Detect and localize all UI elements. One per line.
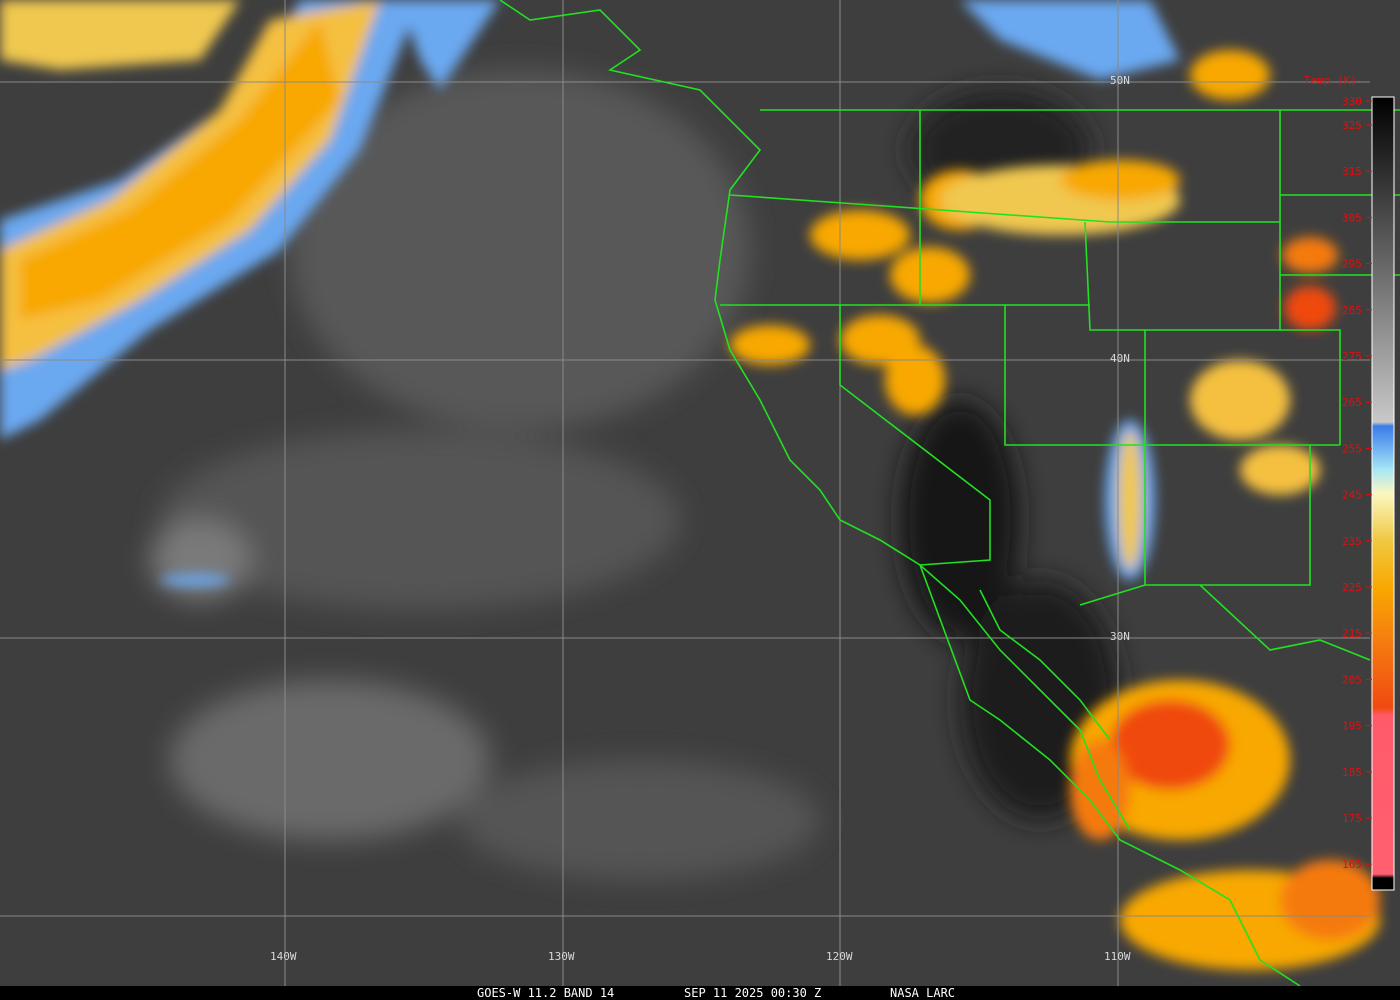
legend-tick-label: 185 <box>1342 766 1362 779</box>
legend-tick-label: 285 <box>1342 304 1362 317</box>
longitude-label: 110W <box>1104 950 1131 963</box>
legend-tick-label: 205 <box>1342 673 1362 686</box>
legend-tick-label: 275 <box>1342 350 1362 363</box>
legend-title: Temp (K) <box>1304 74 1357 87</box>
gray-clouds <box>150 70 1120 880</box>
footer-credit: NASA LARC <box>890 986 955 1000</box>
longitude-label: 140W <box>270 950 297 963</box>
geo-labels: 50N 40N 30N 140W 130W 120W 110W <box>270 74 1131 963</box>
colorbar <box>1371 96 1395 891</box>
cold-clouds <box>0 0 1380 970</box>
legend-tick-label: 175 <box>1342 812 1362 825</box>
legend-tick-label: 225 <box>1342 581 1362 594</box>
boundaries <box>499 0 1400 987</box>
footer-time: SEP 11 2025 00:30 Z <box>684 986 821 1000</box>
legend-tick-label: 330 <box>1342 95 1362 108</box>
longitude-label: 120W <box>826 950 853 963</box>
latitude-label: 40N <box>1110 352 1130 365</box>
legend-tick-label: 215 <box>1342 627 1362 640</box>
legend-tick-label: 195 <box>1342 720 1362 733</box>
legend-tick-label: 165 <box>1342 858 1362 871</box>
latitude-label: 30N <box>1110 630 1130 643</box>
legend-tick-label: 265 <box>1342 396 1362 409</box>
footer-satellite: GOES-W 11.2 BAND 14 <box>477 986 614 1000</box>
legend-tick-label: 245 <box>1342 489 1362 502</box>
graticule <box>0 0 1370 986</box>
legend-tick-label: 255 <box>1342 442 1362 455</box>
legend-tick-label: 235 <box>1342 535 1362 548</box>
legend-tick-label: 305 <box>1342 211 1362 224</box>
footer-bar <box>0 986 1400 1000</box>
legend-tick-label: 315 <box>1342 165 1362 178</box>
longitude-label: 130W <box>548 950 575 963</box>
legend-tick-label: 295 <box>1342 258 1362 271</box>
latitude-label: 50N <box>1110 74 1130 87</box>
legend-ticks: 330 325 315 305 295 285 275 265 255 245 235 225 215 2… <box>1342 95 1372 871</box>
legend-tick-label: 325 <box>1342 119 1362 132</box>
